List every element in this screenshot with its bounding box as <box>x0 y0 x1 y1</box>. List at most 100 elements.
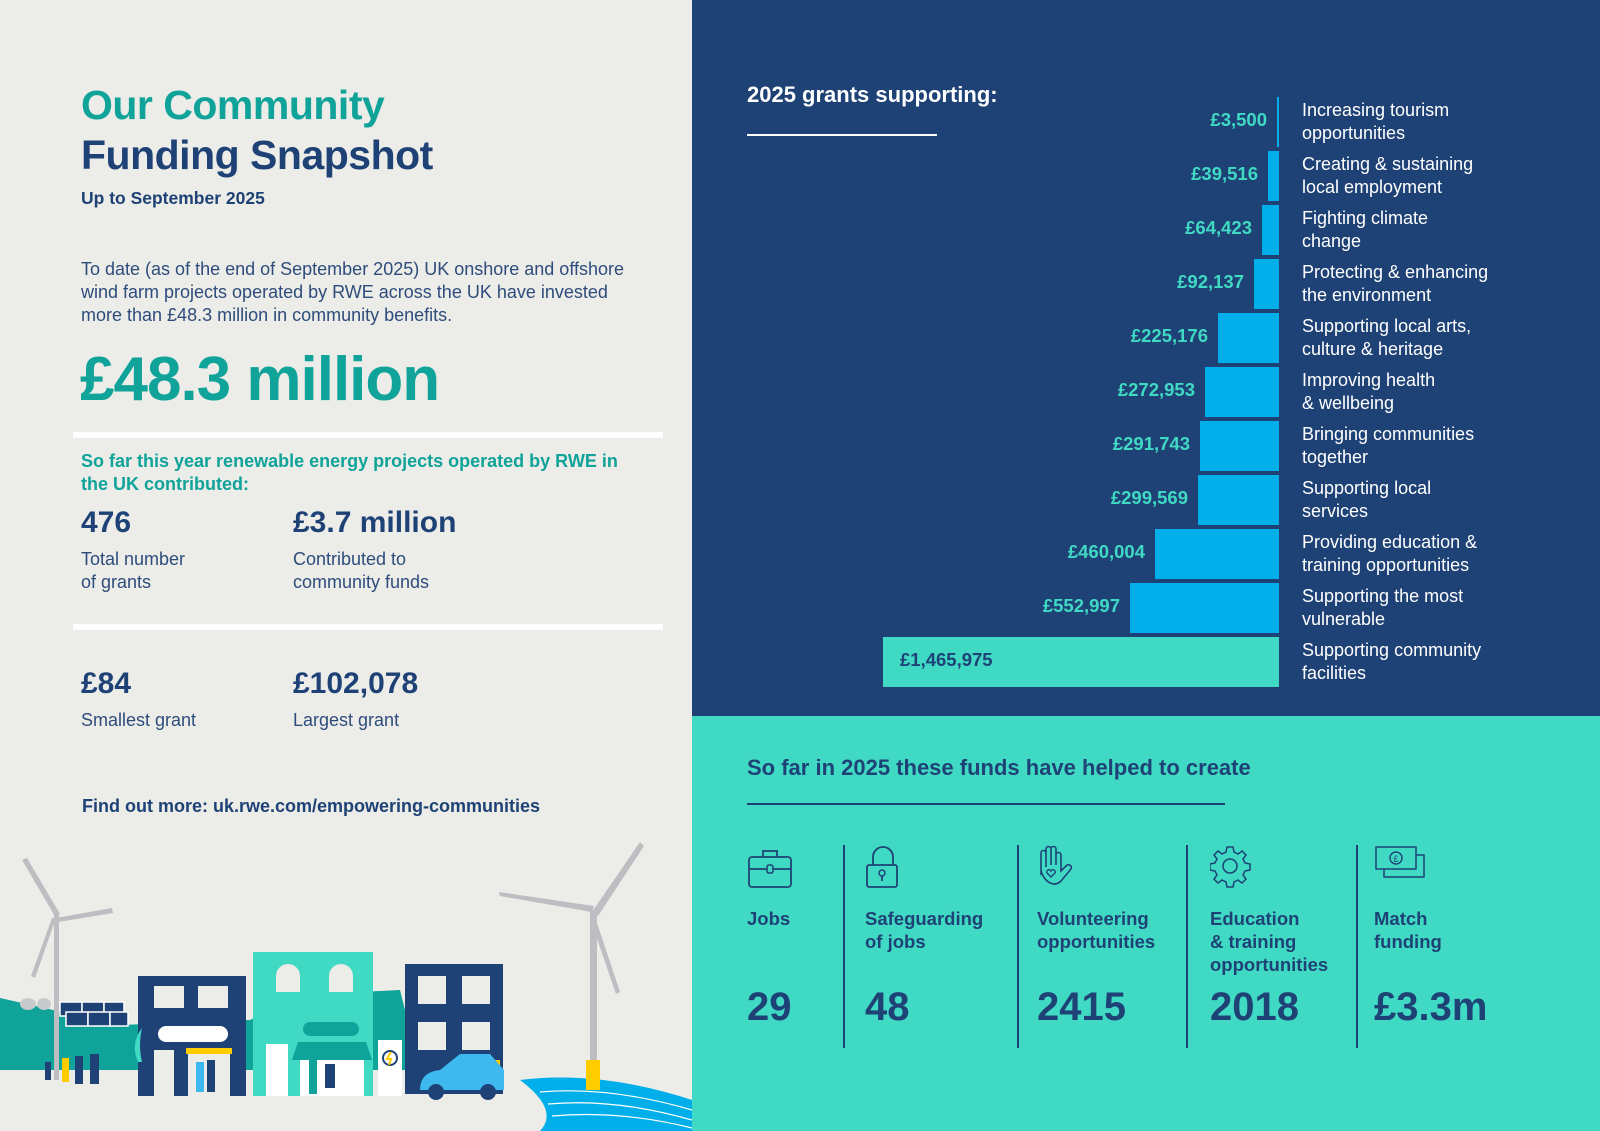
bar-value-label: £3,500 <box>1210 109 1267 130</box>
stat-label-line: community funds <box>293 572 430 592</box>
svg-text:£: £ <box>1393 854 1398 864</box>
bar-value-label: £272,953 <box>1117 379 1195 400</box>
stat-smallest-grant: £84 Smallest grant <box>81 667 196 732</box>
impact-label: Match funding <box>1374 908 1442 952</box>
bar-value-label: £299,569 <box>1110 487 1188 508</box>
bar <box>1262 205 1279 255</box>
bar <box>1130 583 1279 633</box>
bar-value-label: £64,423 <box>1185 217 1252 238</box>
bar-category-label: Improving health & wellbeing <box>1302 370 1436 413</box>
bar-category-label: Protecting & enhancing the environment <box>1302 262 1489 305</box>
impact-value: 2415 <box>1037 985 1126 1029</box>
bar-category-label: Increasing tourism opportunities <box>1302 100 1450 143</box>
bar-row: £39,516 Creating & sustaining local employ… <box>692 149 1600 203</box>
sea-waves <box>520 1077 692 1131</box>
impact-title: So far in 2025 these funds have helped t… <box>747 755 1251 780</box>
building-right <box>405 964 503 1094</box>
title-line-2: Funding Snapshot <box>81 132 433 178</box>
intro-paragraph: To date (as of the end of September 2025… <box>81 259 625 325</box>
divider <box>1356 845 1358 1048</box>
chart-title: 2025 grants supporting: <box>747 82 998 107</box>
stat-label-line: of grants <box>81 572 152 592</box>
impact-label: Education & training opportunities <box>1210 908 1329 975</box>
stat-value: £102,078 <box>293 667 419 700</box>
bar <box>1218 313 1279 363</box>
bar <box>1268 151 1279 201</box>
stat-value: £3.7 million <box>293 506 457 539</box>
bar-row: £299,569 Supporting local services <box>692 473 1600 527</box>
bar-category-label: Supporting local arts, culture & heritage <box>1302 316 1472 359</box>
impact-label: Jobs <box>747 908 791 929</box>
bar-row: £225,176 Supporting local arts, culture & … <box>692 311 1600 365</box>
bar-value-label: £291,743 <box>1112 433 1190 454</box>
stat-total-grants: 476 Total number of grants <box>81 506 185 594</box>
bar-value-label: £1,465,975 <box>900 649 993 670</box>
bar-category-label: Providing education & training opportunit… <box>1302 532 1478 575</box>
bar <box>1200 421 1279 471</box>
bar <box>883 637 1279 687</box>
stat-label-line: Total number <box>81 549 186 569</box>
stat-largest-grant: £102,078 Largest grant <box>293 667 418 732</box>
impact-label: Safeguarding of jobs <box>865 908 984 952</box>
electric-car-icon <box>420 1054 504 1100</box>
wind-turbine-left-icon <box>22 858 113 1080</box>
bar <box>1277 97 1279 147</box>
stat-label: Smallest grant <box>81 710 197 730</box>
bar-value-label: £552,997 <box>1042 595 1120 616</box>
year-heading: So far this year renewable energy projec… <box>81 451 618 494</box>
banknotes-icon: £ <box>1375 846 1425 878</box>
building-left <box>138 976 246 1096</box>
divider <box>843 845 845 1048</box>
bar-row: £92,137 Protecting & enhancing the environ… <box>692 257 1600 311</box>
bar-value-label: £92,137 <box>1177 271 1244 292</box>
stat-value: 476 <box>81 506 132 539</box>
impact-value: 48 <box>865 985 910 1029</box>
bar-category-label: Creating & sustaining local employment <box>1302 154 1474 197</box>
padlock-icon <box>866 846 898 888</box>
summary-panel: Our Community Funding Snapshot Up to Sep… <box>0 0 692 1131</box>
stat-label: Total number of grants <box>81 548 185 594</box>
impact-value: £3.3m <box>1374 985 1488 1029</box>
ev-charger-icon <box>378 1040 402 1096</box>
bar-category-label: Bringing communities together <box>1302 424 1475 467</box>
impact-value: 2018 <box>1210 985 1299 1029</box>
bar-row: £1,465,975 Supporting community facilities <box>692 635 1600 689</box>
bar-row: £272,953 Improving health & wellbeing <box>692 365 1600 419</box>
divider <box>1017 845 1019 1048</box>
total-invested-amount: £48.3 million <box>80 345 440 414</box>
stat-community-funds: £3.7 million Contributed to community fu… <box>293 506 456 594</box>
bar <box>1254 259 1279 309</box>
bar-category-label: Fighting climate change <box>1302 208 1429 251</box>
divider <box>1186 845 1188 1048</box>
bar <box>1155 529 1279 579</box>
divider <box>747 134 937 136</box>
bar-category-label: Supporting the most vulnerable <box>1302 586 1464 629</box>
stat-label: Largest grant <box>293 710 400 730</box>
bar <box>1198 475 1279 525</box>
impact-value: 29 <box>747 985 792 1029</box>
hand-heart-icon <box>1040 845 1073 885</box>
bar-value-label: £460,004 <box>1067 541 1145 562</box>
wind-turbine-right-icon <box>499 842 644 1090</box>
divider <box>73 624 663 630</box>
town-illustration <box>0 842 692 1131</box>
find-out-more-link[interactable]: Find out more: uk.rwe.com/empowering-com… <box>82 796 541 816</box>
bar-category-label: Supporting local services <box>1302 478 1432 521</box>
divider <box>73 432 663 438</box>
divider <box>747 803 1225 805</box>
stat-value: £84 <box>81 667 132 700</box>
sheep-icon <box>20 998 51 1010</box>
bar <box>1205 367 1279 417</box>
solar-panels-icon <box>59 1001 129 1027</box>
bar-value-label: £225,176 <box>1130 325 1208 346</box>
people-illustration <box>45 1054 335 1094</box>
bar-category-label: Supporting community facilities <box>1302 640 1482 683</box>
subtitle: Up to September 2025 <box>81 188 265 208</box>
impact-label: Volunteering opportunities <box>1037 908 1156 952</box>
briefcase-icon <box>748 850 792 888</box>
stat-label: Contributed to community funds <box>293 548 456 594</box>
bar-row: £552,997 Supporting the most vulnerable <box>692 581 1600 635</box>
title-line-1: Our Community <box>81 82 385 128</box>
stat-label-line: Contributed to <box>293 549 407 569</box>
plant-icon <box>134 1028 142 1062</box>
